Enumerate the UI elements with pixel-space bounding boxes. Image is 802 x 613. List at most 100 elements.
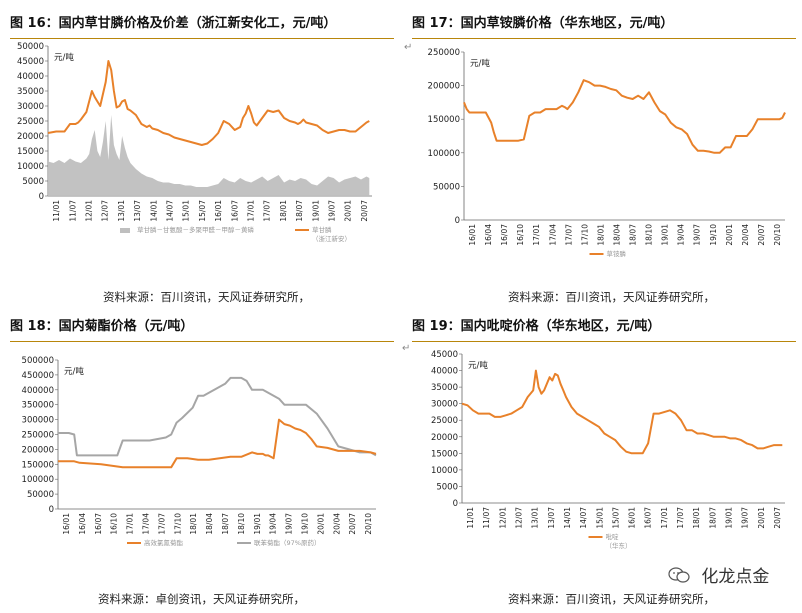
x-tick-label: 18/01: [596, 224, 605, 246]
chart-svg-19: 元/吨 0 5000 10000 15000 20000 25000 30000 35000 40…: [431, 350, 785, 550]
x-tick-label: 20/07: [360, 200, 369, 222]
source-note: 资料来源：百川资讯，天风证券研究所，: [508, 290, 715, 304]
series-line: [47, 60, 370, 146]
x-tick-label: 13/07: [133, 200, 142, 222]
x-tick-label: 19/04: [677, 224, 686, 246]
y-tick-label: 50000: [433, 182, 460, 192]
unit-label: 元/吨: [64, 366, 84, 377]
chart-title: 图 17：国内草铵膦价格（华东地区，元/吨）: [412, 16, 674, 31]
legend-label: 草铵膦: [607, 249, 627, 258]
x-tick-label: 16/01: [62, 513, 71, 535]
y-tick-label: 500000: [22, 356, 54, 366]
y-tick-label: 300000: [22, 416, 54, 426]
y-tick-label: 15000: [17, 147, 44, 157]
y-tick-label: 40000: [17, 72, 44, 82]
y-tick-label: 35000: [17, 87, 44, 97]
title-rule: [10, 38, 394, 39]
y-tick-label: 10000: [17, 162, 44, 172]
x-tick-label: 18/04: [205, 513, 214, 535]
y-tick-label: 5000: [436, 482, 458, 492]
x-tick-label: 16/01: [468, 224, 477, 246]
x-tick-label: 17/01: [247, 200, 256, 222]
y-tick-label: 0: [49, 505, 54, 515]
watermark: 化龙点金: [668, 562, 769, 589]
x-tick-label: 17/10: [173, 513, 182, 535]
x-tick-label: 16/07: [230, 200, 239, 222]
x-tick-label: 16/04: [484, 224, 493, 246]
x-tick-label: 17/07: [564, 224, 573, 246]
source-note: 资料来源：百川资讯，天风证券研究所，: [508, 592, 715, 606]
y-tick-label: 0: [455, 216, 460, 226]
x-tick-label: 14/01: [149, 200, 158, 222]
x-tick-label: 16/10: [110, 513, 119, 535]
series-line: [58, 418, 377, 469]
y-tick-label: 250000: [22, 431, 54, 441]
series-line: [58, 376, 377, 457]
chart-svg-17: 元/吨 0 50000 100000 150000 200000 250000 16/01 16…: [428, 48, 786, 258]
x-tick-label: 15/01: [182, 200, 191, 222]
y-tick-label: 150000: [22, 460, 54, 470]
x-tick-label: 18/01: [189, 513, 198, 535]
title-rule: [10, 341, 394, 342]
y-tick-label: 25000: [431, 416, 458, 426]
x-tick-label: 17/07: [676, 507, 685, 529]
unit-label: 元/吨: [54, 52, 74, 63]
x-tick-label: 13/01: [531, 507, 540, 529]
legend-label: （浙江新安）: [312, 234, 351, 243]
y-tick-label: 10000: [431, 466, 458, 476]
x-tick-label: 17/04: [141, 513, 150, 535]
paragraph-mark: ↵: [402, 343, 411, 354]
paragraph-mark: ↵: [404, 42, 413, 53]
x-tick-label: 19/01: [724, 507, 733, 529]
y-tick-label: 45000: [17, 57, 44, 67]
x-tick-label: 20/07: [757, 224, 766, 246]
x-tick-label: 18/10: [237, 513, 246, 535]
series-line: [463, 79, 786, 154]
x-tick-label: 20/07: [348, 513, 357, 535]
x-tick-label: 19/07: [328, 200, 337, 222]
legend-label: （华东）: [606, 541, 632, 550]
y-tick-label: 150000: [428, 115, 460, 125]
source-note: 资料来源：卓创资讯，天风证券研究所，: [98, 592, 305, 606]
y-tick-label: 200000: [428, 82, 460, 92]
chart-title: 图 19：国内吡啶价格（华东地区，元/吨）: [412, 319, 661, 334]
x-tick-label: 20/07: [773, 507, 782, 529]
x-tick-label: 20/01: [344, 200, 353, 222]
x-tick-label: 11/01: [52, 200, 61, 222]
legend-label: 联苯菊酯（97%原药）: [254, 538, 320, 547]
y-tick-label: 50000: [27, 490, 54, 500]
y-tick-label: 450000: [22, 371, 54, 381]
x-tick-label: 19/07: [285, 513, 294, 535]
x-tick-label: 13/01: [117, 200, 126, 222]
x-tick-label: 17/07: [263, 200, 272, 222]
y-tick-label: 35000: [431, 383, 458, 393]
x-tick-label: 17/07: [157, 513, 166, 535]
legend-swatch: [120, 228, 130, 233]
x-tick-label: 18/04: [612, 224, 621, 246]
y-tick-label: 250000: [428, 48, 460, 58]
x-tick-label: 16/04: [78, 513, 87, 535]
y-tick-label: 5000: [22, 177, 44, 187]
x-tick-label: 16/10: [516, 224, 525, 246]
x-tick-label: 14/07: [579, 507, 588, 529]
x-tick-label: 18/07: [629, 224, 638, 246]
wechat-icon: [668, 566, 690, 589]
chart-title: 图 16：国内草甘膦价格及价差（浙江新安化工，元/吨）: [10, 16, 337, 31]
series-area: [48, 115, 370, 196]
y-tick-label: 30000: [17, 102, 44, 112]
y-tick-label: 0: [453, 499, 458, 509]
x-tick-label: 20/01: [725, 224, 734, 246]
y-tick-label: 100000: [428, 149, 460, 159]
x-tick-label: 20/04: [332, 513, 341, 535]
x-tick-label: 11/01: [466, 507, 475, 529]
x-tick-label: 19/07: [741, 507, 750, 529]
y-tick-label: 350000: [22, 401, 54, 411]
x-tick-label: 16/01: [214, 200, 223, 222]
title-rule: [412, 341, 796, 342]
x-tick-label: 19/01: [253, 513, 262, 535]
x-tick-label: 18/07: [221, 513, 230, 535]
x-tick-label: 19/10: [709, 224, 718, 246]
chart-svg-18: 元/吨 0 50000 100000 150000 200000 250000 300000 3…: [22, 356, 377, 547]
series-line: [461, 369, 783, 455]
chart-panel-16: 图 16：国内草甘膦价格及价差（浙江新安化工，元/吨） 元/吨 0 5000 1000…: [0, 10, 400, 310]
